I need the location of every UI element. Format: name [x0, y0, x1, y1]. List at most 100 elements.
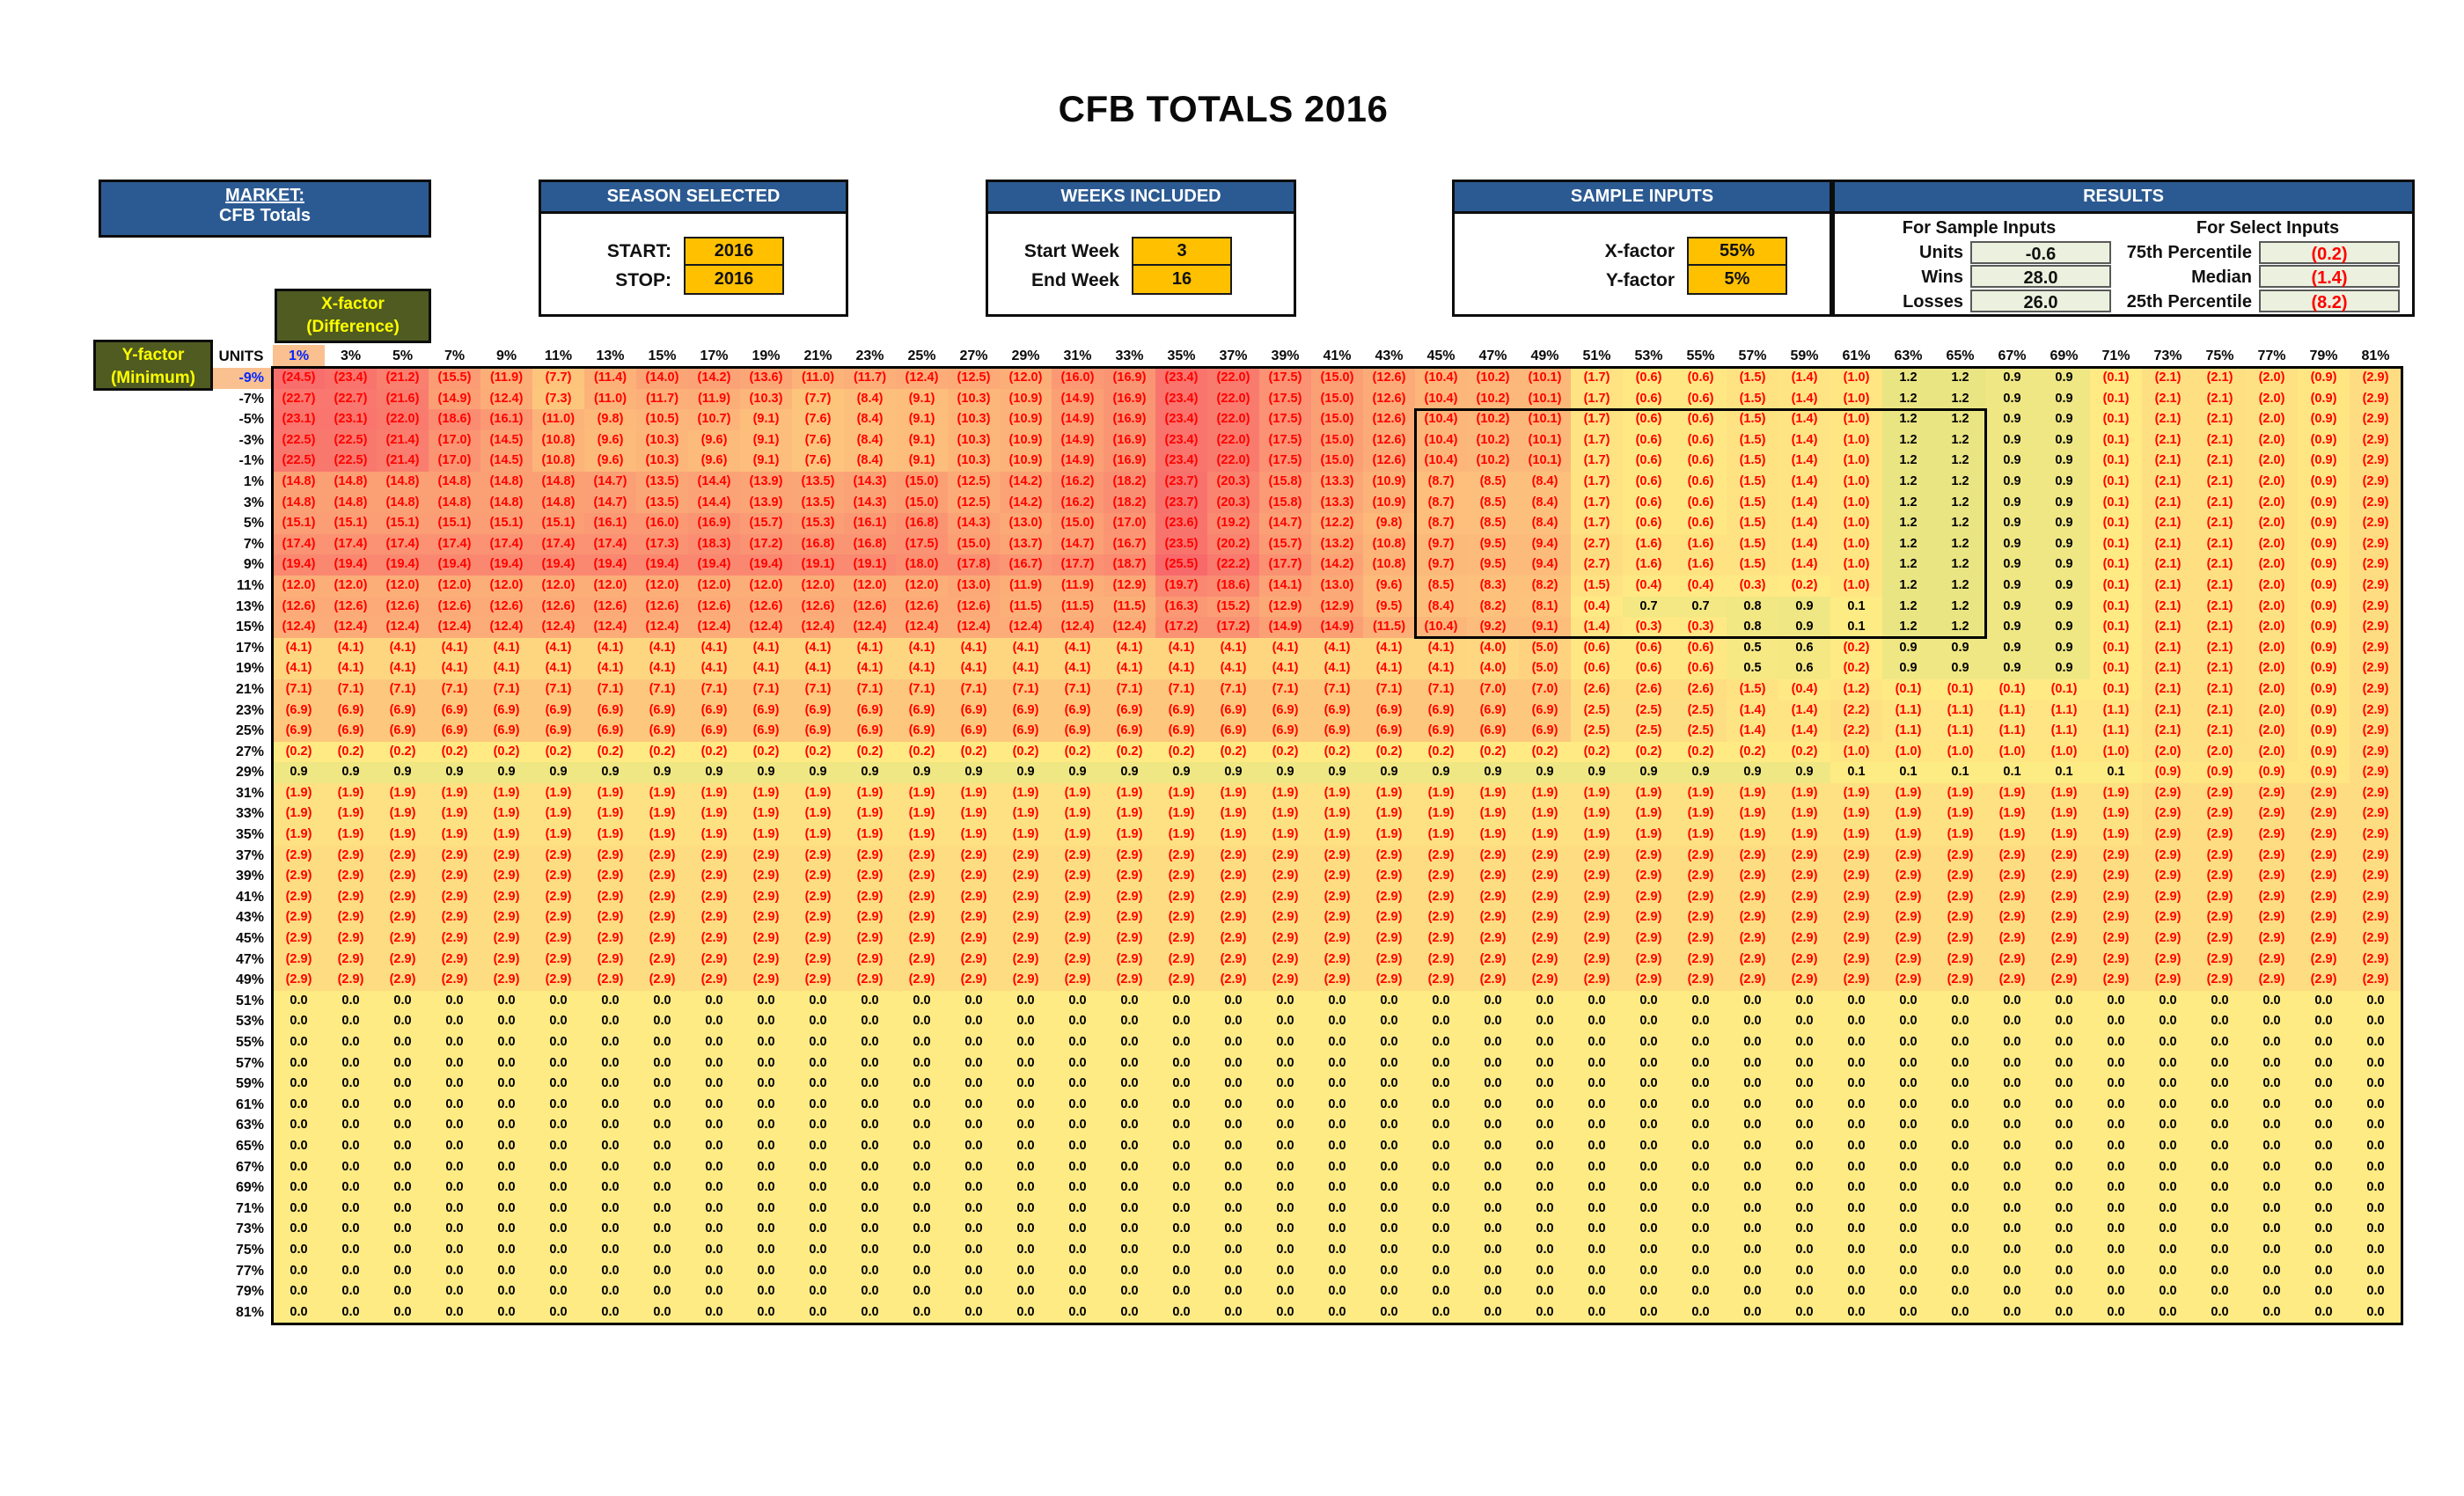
row-header[interactable]: 67% — [235, 1159, 264, 1175]
col-header[interactable]: 49% — [1530, 348, 1559, 363]
row-header[interactable]: 35% — [235, 827, 264, 843]
row-header[interactable]: 29% — [235, 765, 264, 781]
row-header[interactable]: 37% — [235, 847, 264, 863]
matrix-cell: 0.0 — [844, 1302, 896, 1324]
matrix-row: 11% (12.0) (12.0) (12.0) (12.0) (12.0) (12.0)(… — [213, 575, 2402, 597]
matrix-cell: 0.0 — [1778, 1032, 1830, 1053]
row-header[interactable]: -9% — [213, 368, 273, 389]
row-header[interactable]: 61% — [235, 1096, 264, 1112]
col-header[interactable]: 63% — [1894, 348, 1923, 363]
row-header[interactable]: 65% — [235, 1138, 264, 1154]
row-header[interactable]: 17% — [235, 640, 264, 656]
col-header[interactable]: 3% — [340, 348, 362, 363]
col-header[interactable]: 53% — [1634, 348, 1663, 363]
row-header[interactable]: 13% — [235, 598, 264, 614]
col-header[interactable]: 69% — [2050, 348, 2079, 363]
col-header[interactable]: 23% — [855, 348, 884, 363]
row-header[interactable]: 25% — [235, 723, 264, 739]
row-header[interactable]: 33% — [235, 806, 264, 822]
col-header[interactable]: 41% — [1323, 348, 1352, 363]
row-header[interactable]: 81% — [235, 1304, 264, 1320]
col-header[interactable]: 75% — [2205, 348, 2234, 363]
row-header[interactable]: 43% — [235, 910, 264, 926]
col-header[interactable]: 47% — [1478, 348, 1507, 363]
row-header[interactable]: 73% — [235, 1221, 264, 1237]
row-header[interactable]: 23% — [235, 702, 264, 718]
col-header[interactable]: 79% — [2309, 348, 2338, 363]
row-header[interactable]: 15% — [235, 620, 264, 635]
row-header[interactable]: 53% — [235, 1014, 264, 1030]
col-header[interactable]: 73% — [2153, 348, 2182, 363]
row-header[interactable]: 79% — [235, 1284, 264, 1300]
col-header[interactable]: 33% — [1115, 348, 1144, 363]
col-header[interactable]: 81% — [2361, 348, 2390, 363]
col-header[interactable]: 1% — [273, 345, 325, 368]
row-header[interactable]: 1% — [243, 473, 264, 489]
col-header[interactable]: 59% — [1790, 348, 1819, 363]
col-header[interactable]: 55% — [1686, 348, 1715, 363]
row-header[interactable]: 71% — [235, 1200, 264, 1216]
col-header[interactable]: 67% — [1998, 348, 2027, 363]
row-header[interactable]: 27% — [235, 744, 264, 759]
row-header[interactable]: 69% — [235, 1180, 264, 1196]
row-header[interactable]: 11% — [236, 577, 264, 593]
matrix-cell: (0.9) — [2298, 409, 2350, 430]
col-header[interactable]: 7% — [444, 348, 466, 363]
col-header[interactable]: 9% — [495, 348, 517, 363]
row-header[interactable]: 77% — [235, 1263, 264, 1279]
row-header[interactable]: 63% — [235, 1118, 264, 1133]
col-header[interactable]: 37% — [1219, 348, 1248, 363]
matrix-cell: (2.9) — [1415, 928, 1467, 950]
row-header[interactable]: 75% — [235, 1242, 264, 1258]
col-header[interactable]: 15% — [648, 348, 677, 363]
row-header[interactable]: -5% — [238, 412, 264, 428]
matrix-cell: 0.0 — [1363, 1156, 1415, 1178]
col-header[interactable]: 77% — [2257, 348, 2286, 363]
row-header[interactable]: 47% — [235, 951, 264, 967]
row-header[interactable]: 9% — [243, 557, 264, 573]
row-header[interactable]: 21% — [235, 681, 264, 697]
col-header[interactable]: 35% — [1167, 348, 1196, 363]
season-start-input[interactable]: 2016 — [684, 237, 784, 266]
col-header[interactable]: 5% — [392, 348, 414, 363]
col-header[interactable]: 61% — [1842, 348, 1871, 363]
end-week-input[interactable]: 16 — [1132, 264, 1232, 295]
col-header[interactable]: 27% — [959, 348, 988, 363]
col-header[interactable]: 11% — [544, 348, 573, 363]
matrix-cell: (2.9) — [2038, 907, 2090, 929]
row-header[interactable]: 57% — [235, 1055, 264, 1071]
row-header[interactable]: 31% — [235, 785, 264, 801]
col-header[interactable]: 31% — [1063, 348, 1092, 363]
start-week-input[interactable]: 3 — [1132, 237, 1232, 266]
row-header[interactable]: 55% — [235, 1035, 264, 1050]
col-header[interactable]: 51% — [1582, 348, 1611, 363]
row-header[interactable]: 3% — [243, 495, 264, 510]
col-header[interactable]: 39% — [1271, 348, 1300, 363]
row-header[interactable]: 45% — [235, 931, 264, 947]
row-header[interactable]: 7% — [243, 536, 264, 552]
col-header[interactable]: 25% — [907, 348, 936, 363]
col-header[interactable]: 19% — [752, 348, 781, 363]
row-header[interactable]: 59% — [235, 1076, 264, 1092]
col-header[interactable]: 57% — [1738, 348, 1767, 363]
row-header[interactable]: 51% — [235, 993, 264, 1008]
col-header[interactable]: 17% — [700, 348, 729, 363]
y-factor-input[interactable]: 5% — [1687, 264, 1787, 295]
row-header[interactable]: -3% — [238, 432, 264, 448]
col-header[interactable]: 43% — [1375, 348, 1404, 363]
row-header[interactable]: 49% — [235, 972, 264, 988]
col-header[interactable]: 13% — [596, 348, 625, 363]
x-factor-input[interactable]: 55% — [1687, 237, 1787, 266]
col-header[interactable]: 65% — [1946, 348, 1975, 363]
col-header[interactable]: 71% — [2101, 348, 2130, 363]
col-header[interactable]: 21% — [803, 348, 832, 363]
row-header[interactable]: -7% — [238, 391, 264, 407]
season-stop-input[interactable]: 2016 — [684, 264, 784, 295]
row-header[interactable]: 41% — [235, 889, 264, 905]
col-header[interactable]: 45% — [1426, 348, 1456, 363]
row-header[interactable]: -1% — [238, 453, 264, 469]
col-header[interactable]: 29% — [1011, 348, 1040, 363]
row-header[interactable]: 19% — [235, 661, 264, 677]
row-header[interactable]: 39% — [235, 869, 264, 884]
row-header[interactable]: 5% — [243, 516, 264, 532]
